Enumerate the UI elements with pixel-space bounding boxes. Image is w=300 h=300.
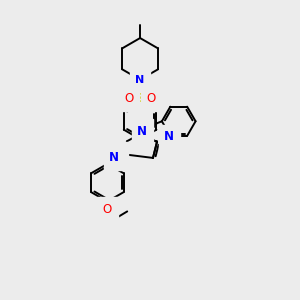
Text: N: N xyxy=(137,125,147,138)
Text: S: S xyxy=(135,92,145,105)
Text: O: O xyxy=(124,92,134,105)
Text: O: O xyxy=(103,203,112,216)
Text: S: S xyxy=(114,148,122,160)
Text: N: N xyxy=(136,75,145,85)
Text: N: N xyxy=(164,130,174,143)
Text: N: N xyxy=(109,152,119,164)
Text: O: O xyxy=(146,92,156,105)
